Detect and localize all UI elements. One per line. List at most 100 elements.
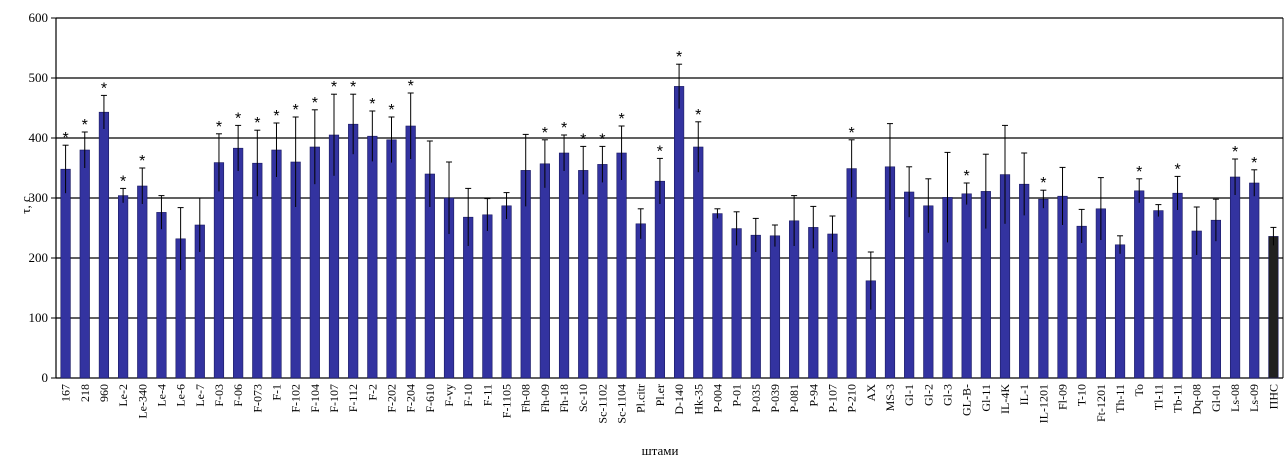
- bar-40: [808, 227, 819, 379]
- significance-star: *: [120, 173, 126, 190]
- significance-star: *: [369, 96, 375, 113]
- bar-42: [846, 168, 857, 379]
- bar-64: [1268, 236, 1279, 379]
- bar-45: [904, 191, 915, 379]
- x-tick-label: Fh-09: [538, 384, 552, 413]
- x-tick-label: Tb-11: [1171, 384, 1185, 413]
- significance-star: *: [350, 79, 356, 96]
- x-tick-label: Gl-1: [902, 384, 916, 406]
- bar-34: [693, 146, 704, 379]
- significance-star: *: [1251, 155, 1257, 172]
- bar-17: [367, 135, 378, 379]
- significance-star: *: [235, 110, 241, 127]
- bar-57: [1134, 190, 1145, 379]
- x-tick-label: Le-340: [135, 384, 149, 419]
- y-tick-label: 400: [29, 130, 49, 145]
- bar-61: [1210, 219, 1221, 379]
- significance-star: *: [618, 111, 624, 128]
- x-tick-label: Pl.er: [653, 384, 667, 406]
- bar-28: [578, 170, 589, 379]
- bar-2: [79, 149, 90, 379]
- y-tick-label: 500: [29, 70, 49, 85]
- x-tick-label: P-004: [710, 384, 724, 413]
- significance-star: *: [964, 168, 970, 185]
- x-tick-label: Le-7: [193, 384, 207, 407]
- x-tick-label: F-104: [308, 384, 322, 413]
- bar-59: [1172, 192, 1183, 379]
- bar-32: [654, 180, 666, 379]
- x-tick-label: Pl.citr: [634, 384, 648, 413]
- significance-star: *: [273, 108, 279, 125]
- x-tick-label: IL-4K: [998, 384, 1012, 414]
- bar-10: [233, 147, 244, 379]
- x-tick-label: F-2: [365, 384, 379, 401]
- significance-star: *: [1174, 161, 1180, 178]
- bar-63: [1249, 182, 1260, 379]
- bar-18: [386, 139, 397, 379]
- x-tick-label: P-035: [749, 384, 763, 413]
- significance-star: *: [216, 119, 222, 136]
- x-tick-label: Hk-35: [691, 384, 705, 415]
- x-tick-label: F-073: [250, 384, 264, 413]
- bar-5: [137, 185, 148, 379]
- x-tick-label: F-107: [327, 384, 341, 413]
- x-tick-label: 218: [78, 384, 92, 402]
- x-tick-label: F-102: [289, 384, 303, 413]
- x-tick-label: T-10: [1075, 384, 1089, 406]
- x-tick-label: IL-1201: [1036, 384, 1050, 423]
- x-tick-label: Gl-3: [940, 384, 954, 406]
- x-tick-label: To: [1132, 384, 1146, 397]
- bar-48: [961, 193, 972, 379]
- x-tick-label: F-1: [269, 384, 283, 401]
- x-tick-label: P-081: [787, 384, 801, 413]
- x-tick-label: Fh-08: [519, 384, 533, 413]
- x-tick-label: Ls-09: [1247, 384, 1261, 412]
- significance-star: *: [676, 49, 682, 66]
- x-tick-label: F-204: [404, 384, 418, 413]
- bar-30: [616, 152, 627, 379]
- y-tick-label: 200: [29, 250, 49, 265]
- x-tick-label: F-112: [346, 384, 360, 412]
- bar-27: [558, 152, 570, 379]
- x-tick-label: Fh-18: [557, 384, 571, 413]
- x-tick-label: Gl-01: [1209, 384, 1223, 412]
- significance-markers: * * * * * * * * * * * * * * * * * * * * * * * * * * * * * * *: [62, 49, 1257, 192]
- significance-star: *: [695, 107, 701, 124]
- x-tick-label: F-610: [423, 384, 437, 413]
- x-tick-label: GL-B-: [960, 384, 974, 416]
- x-tick-label: P-039: [768, 384, 782, 413]
- bars: [60, 86, 1279, 379]
- significance-star: *: [657, 143, 663, 160]
- significance-star: *: [599, 131, 605, 148]
- x-tick-label: AX: [864, 384, 878, 402]
- x-tick-label: 167: [59, 384, 73, 402]
- error-bars: [62, 63, 1277, 310]
- bar-33: [673, 86, 685, 379]
- bar-23: [482, 214, 493, 379]
- bar-19: [405, 125, 416, 379]
- bar-29: [597, 164, 608, 379]
- x-tick-label: ПНС: [1266, 384, 1280, 409]
- significance-star: *: [293, 102, 299, 119]
- significance-star: *: [388, 102, 394, 119]
- bar-16: [348, 123, 359, 379]
- bar-35: [712, 213, 723, 379]
- x-tick-label: Ft-1201: [1094, 384, 1108, 422]
- significance-star: *: [62, 130, 68, 147]
- x-tick-label: F-vy: [442, 384, 456, 407]
- x-tick-label: Sc-10: [576, 384, 590, 412]
- significance-star: *: [82, 117, 88, 134]
- x-tick-label: Dq-08: [1190, 384, 1204, 415]
- x-tick-label: Gl-11: [979, 384, 993, 412]
- bar-1: [60, 168, 71, 379]
- significance-star: *: [331, 79, 337, 96]
- x-tick-label: Le-2: [116, 384, 130, 407]
- x-tick-label: P-94: [806, 384, 820, 407]
- x-tick-label: F-202: [385, 384, 399, 413]
- x-tick-label: Le-4: [154, 384, 168, 407]
- bar-31: [635, 223, 646, 379]
- x-tick-label: Fl-09: [1056, 384, 1070, 410]
- x-tick-label: Th-11: [1113, 384, 1127, 413]
- bar-26: [539, 163, 550, 379]
- x-tick-label: F-06: [231, 384, 245, 407]
